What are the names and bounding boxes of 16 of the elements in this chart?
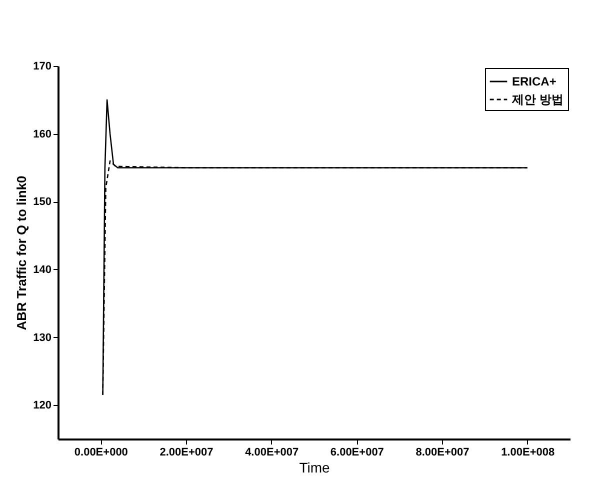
- y-tick-label: 160: [33, 128, 52, 140]
- y-tick-label: 140: [33, 264, 52, 276]
- x-axis-title: Time: [299, 460, 330, 476]
- y-tick-label: 170: [33, 60, 52, 72]
- x-tick-label: 6.00E+007: [330, 446, 384, 458]
- x-tick-label: 1.00E+008: [501, 446, 555, 458]
- x-tick-label: 2.00E+007: [160, 446, 214, 458]
- y-tick-label: 120: [33, 400, 52, 412]
- x-tick-label: 8.00E+007: [416, 446, 470, 458]
- x-tick-label: 0.00E+000: [74, 446, 128, 458]
- legend-label: ERICA+: [512, 74, 556, 88]
- legend-label: 제안 방법: [511, 92, 564, 106]
- y-tick-label: 130: [33, 332, 52, 344]
- y-axis-title: ABR Traffic for Q to link0: [14, 176, 30, 330]
- x-tick-label: 4.00E+007: [245, 446, 299, 458]
- y-tick-label: 150: [33, 196, 52, 208]
